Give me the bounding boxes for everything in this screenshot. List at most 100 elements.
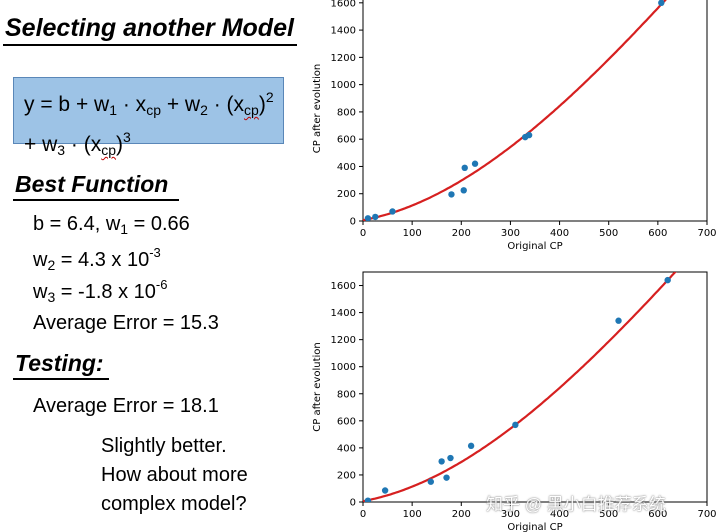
data-point: [512, 421, 519, 429]
comment-note: Slightly better. How about more complex …: [101, 432, 248, 519]
best-function-underline: [13, 199, 179, 201]
x-tick-label: 400: [550, 509, 569, 520]
testing-chart: 0 100 200 300 400 500 600 700 0 200 400 600 800 1000 1…: [312, 271, 717, 532]
data-point: [658, 0, 665, 7]
testing-underline: [13, 378, 109, 380]
y-tick-label: 800: [337, 389, 356, 400]
x-tick-label: 0: [360, 509, 366, 520]
param-w3-value: = -1.8 x 10: [55, 281, 156, 303]
y-tick-label: 1200: [331, 53, 356, 64]
testing-heading: Testing:: [15, 350, 104, 376]
param-w2: w2 = 4.3 x 10-3: [33, 245, 161, 273]
param-w3-prefix: w: [33, 281, 48, 303]
watermark: 知乎 @ 黑小白推荐系统: [486, 495, 666, 514]
x-tick-label: 100: [403, 228, 422, 239]
y-tick-label: 1200: [331, 335, 356, 346]
formula-cp3: cp: [101, 142, 117, 158]
formula-pow3: 3: [123, 129, 131, 145]
data-point: [460, 187, 467, 194]
formula-x1: · x: [117, 93, 147, 116]
formula-w2-sub: 2: [200, 102, 208, 118]
data-point: [471, 160, 479, 167]
y-axis-label: CP after evolution: [312, 342, 323, 432]
data-point: [364, 215, 372, 221]
y-tick-label: 800: [337, 107, 356, 118]
formula-cp2: cp: [244, 102, 259, 118]
y-tick-label: 0: [350, 217, 356, 228]
y-tick-label: 1000: [331, 80, 356, 91]
formula-plus-w2: + w: [160, 93, 201, 116]
y-axis-label: CP after evolution: [312, 64, 323, 154]
formula-pow2: 2: [265, 89, 274, 105]
note-line-1: Slightly better.: [101, 435, 227, 457]
formula-x2: · (x: [207, 93, 245, 116]
note-line-3: complex model?: [101, 493, 247, 515]
plot-frame: [362, 0, 708, 222]
formula-w1-sub: 1: [109, 102, 118, 118]
data-point: [448, 191, 455, 198]
fit-curve: [363, 0, 667, 221]
y-tick-label: 1400: [331, 26, 356, 37]
formula-close3: ): [116, 133, 124, 156]
data-point: [525, 131, 533, 139]
formula-x3: · (x: [65, 133, 102, 156]
data-point: [443, 474, 450, 481]
best-function-heading: Best Function: [15, 171, 169, 197]
x-tick-label: 600: [648, 228, 667, 239]
x-tick-label: 500: [599, 228, 618, 239]
fit-curve: [363, 272, 677, 502]
title-underline: [3, 44, 297, 46]
y-tick-label: 0: [350, 498, 356, 509]
x-tick-label: 200: [452, 228, 471, 239]
x-tick-label: 700: [697, 228, 716, 239]
formula-y: y = b + w: [24, 93, 110, 116]
x-tick-label: 0: [360, 228, 366, 239]
formula-line-1: y = b + w1 · xcp + w2 · (xcp)2: [24, 84, 283, 124]
y-tick-label: 1600: [331, 281, 356, 292]
data-point: [438, 458, 445, 465]
formula-plus-w3: + w: [24, 133, 58, 156]
param-w2-value: = 4.3 x 10: [55, 249, 150, 271]
x-axis-label: Original CP: [507, 241, 562, 252]
y-tick-label: 1000: [331, 362, 356, 373]
x-tick-label: 200: [452, 509, 471, 520]
x-tick-label: 100: [403, 509, 422, 520]
data-point: [389, 208, 396, 215]
param-b-w1-text: b = 6.4, w: [33, 213, 121, 235]
x-tick-label: 300: [501, 228, 520, 239]
formula-line-2: + w3 · (xcp)3: [24, 124, 283, 164]
param-b-w1: b = 6.4, w1 = 0.66: [33, 213, 190, 237]
data-point: [447, 454, 454, 462]
data-point: [467, 442, 475, 450]
data-point: [372, 213, 379, 221]
data-point: [664, 276, 671, 284]
formula-close2: ): [258, 93, 266, 116]
param-w2-sub: 2: [47, 257, 56, 273]
formula-cp1: cp: [146, 102, 161, 118]
y-tick-label: 400: [337, 443, 356, 454]
param-w2-exp: -3: [149, 245, 161, 260]
training-chart: 0 100 200 300 400 500 600 700 0 200 400 600 800 1000 1…: [312, 0, 717, 252]
testing-average-error: Average Error = 18.1: [33, 395, 219, 417]
param-w3-sub: 3: [47, 289, 56, 305]
data-point: [427, 478, 435, 485]
x-tick-label: 300: [501, 509, 520, 520]
data-point: [615, 317, 622, 324]
y-tick-label: 200: [337, 189, 356, 200]
plot-frame: [362, 271, 708, 503]
slide-title: Selecting another Model: [5, 14, 294, 42]
y-tick-label: 400: [337, 162, 356, 173]
formula-w3-sub: 3: [57, 142, 66, 158]
x-tick-label: 700: [697, 509, 716, 520]
y-tick-label: 600: [337, 135, 356, 146]
x-tick-label: 500: [599, 509, 618, 520]
x-axis-label: Original CP: [507, 522, 562, 532]
y-tick-label: 1400: [331, 308, 356, 319]
training-average-error: Average Error = 15.3: [33, 312, 219, 334]
x-tick-label: 400: [550, 228, 569, 239]
param-w1-value: = 0.66: [128, 213, 190, 235]
param-w3-exp: -6: [155, 277, 168, 292]
y-tick-label: 1600: [331, 0, 356, 9]
param-w2-prefix: w: [33, 249, 48, 271]
y-tick-label: 600: [337, 416, 356, 427]
